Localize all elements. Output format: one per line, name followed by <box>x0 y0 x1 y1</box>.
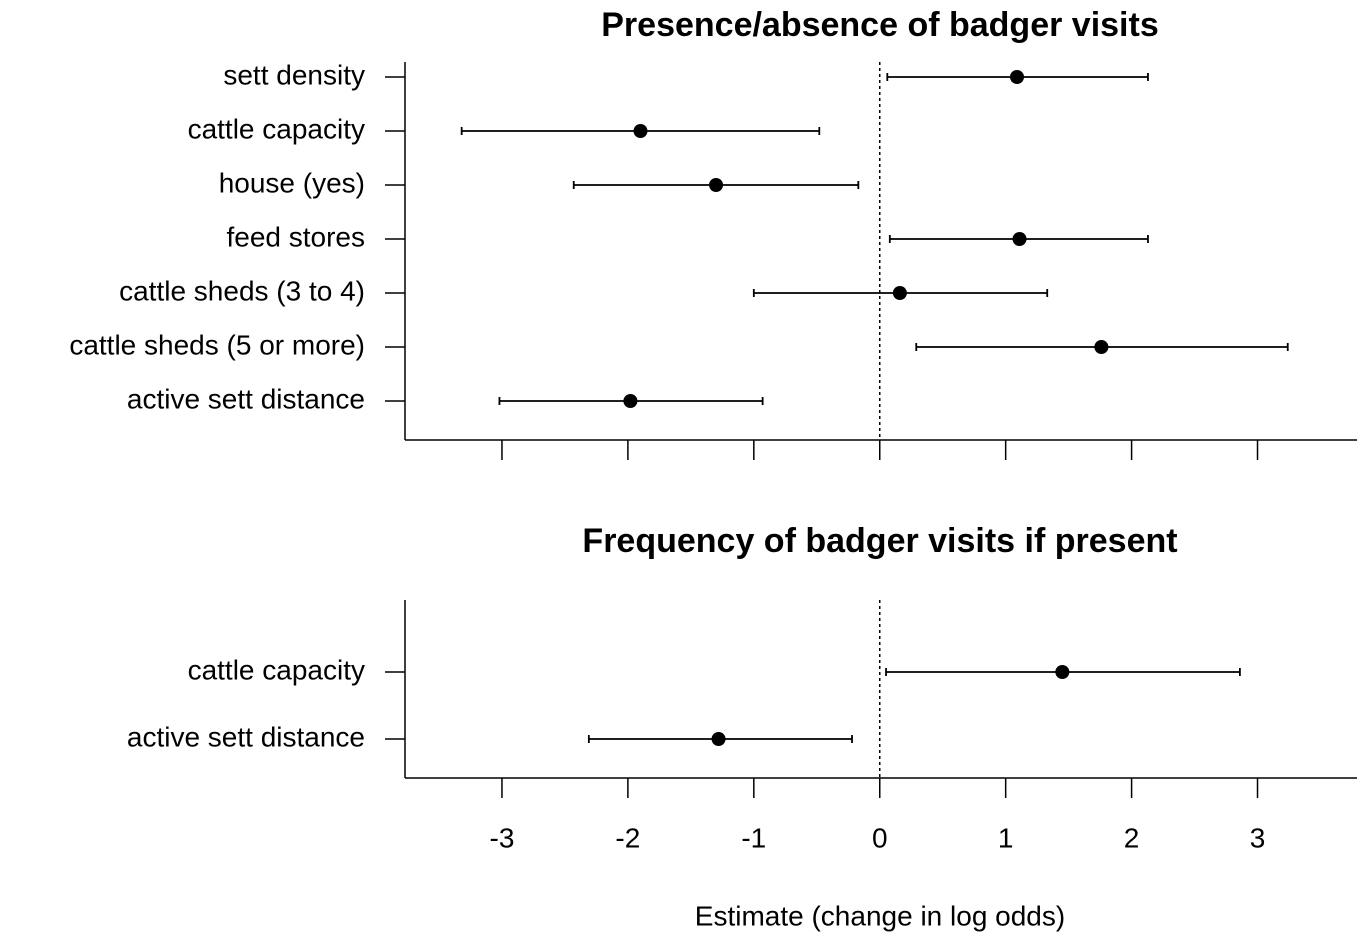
y-tick-label: cattle capacity <box>188 113 365 144</box>
point <box>1010 70 1024 84</box>
x-tick-label: -2 <box>615 822 640 853</box>
y-tick-label: active sett distance <box>127 383 365 414</box>
y-tick-label: active sett distance <box>127 721 365 752</box>
point <box>1055 665 1070 679</box>
point <box>892 286 907 300</box>
y-tick-label: house (yes) <box>219 167 365 198</box>
y-tick-label: cattle sheds (3 to 4) <box>119 275 365 306</box>
point <box>1094 340 1109 354</box>
x-tick-label: 3 <box>1250 822 1266 853</box>
point <box>623 394 638 408</box>
y-tick-label: feed stores <box>226 221 365 252</box>
x-tick-label: 2 <box>1124 822 1140 853</box>
point <box>1012 232 1027 246</box>
y-tick-label: cattle sheds (5 or more) <box>69 329 365 360</box>
point <box>633 124 648 138</box>
y-tick-label: sett density <box>223 59 365 90</box>
panel-title: Presence/absence of badger visits <box>601 6 1158 44</box>
panel-title: Frequency of badger visits if present <box>582 522 1177 560</box>
x-tick-label: 0 <box>872 822 888 853</box>
point <box>709 178 724 192</box>
x-tick-label: -1 <box>741 822 766 853</box>
point <box>711 732 726 746</box>
y-tick-label: cattle capacity <box>188 654 365 685</box>
x-axis-label: Estimate (change in log odds) <box>695 900 1065 931</box>
x-tick-label: -3 <box>490 822 515 853</box>
x-tick-label: 1 <box>998 822 1014 853</box>
